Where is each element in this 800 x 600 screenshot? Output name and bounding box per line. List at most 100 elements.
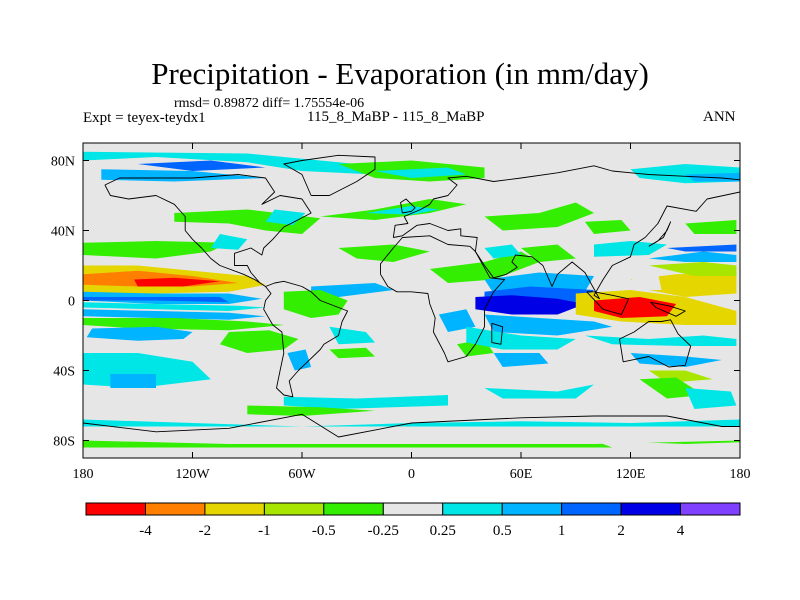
- x-tick-label: 180: [73, 467, 94, 482]
- page-title: Precipitation - Evaporation (in mm/day): [151, 56, 649, 91]
- y-tick-label: 0: [68, 295, 75, 310]
- runs-label: 115_8_MaBP - 115_8_MaBP: [307, 109, 485, 125]
- colorbar-swatch: [145, 502, 206, 516]
- contour-region-35: [484, 244, 521, 259]
- coastline-12: [650, 301, 686, 317]
- contour-region-37: [438, 309, 476, 332]
- colorbar-label: -0.25: [368, 523, 399, 539]
- contour-region-60: [484, 384, 594, 399]
- colorbar-label: -2: [199, 523, 212, 539]
- contour-fields: [83, 151, 740, 448]
- contour-region-5: [83, 297, 229, 303]
- colorbar-swatch: [204, 502, 265, 516]
- contour-region-57: [639, 377, 704, 399]
- colorbar-swatch: [263, 502, 325, 516]
- contour-region-7: [83, 309, 266, 320]
- coastline-3: [283, 154, 376, 196]
- contour-region-51: [667, 244, 737, 252]
- colorbar-label: 0.25: [430, 523, 456, 539]
- contour-region-33: [484, 202, 594, 231]
- x-tick-label: 60W: [288, 467, 316, 482]
- colorbar-label: 0.5: [493, 523, 512, 539]
- x-tick-label: 120E: [616, 467, 646, 482]
- contour-region-43: [466, 326, 576, 350]
- contour-region-59: [283, 395, 448, 409]
- contour-region-41: [475, 295, 585, 315]
- experiment-label: Expt = teyex-teydx1: [83, 110, 206, 126]
- contour-region-14: [83, 241, 229, 259]
- contour-region-54: [584, 335, 737, 346]
- contour-region-34: [521, 244, 576, 262]
- colorbar-label: 1: [558, 523, 566, 539]
- contour-region-63: [83, 440, 740, 448]
- coastline-5: [392, 165, 740, 300]
- contour-region-29: [283, 290, 348, 318]
- colorbar-label: 4: [677, 523, 685, 539]
- contour-region-6: [83, 302, 266, 311]
- x-axis: 180 120W 60W 0 60E 120E 180: [73, 143, 751, 482]
- contour-region-58: [685, 388, 737, 409]
- y-tick-label: 40S: [53, 365, 75, 380]
- coastline-4: [380, 235, 506, 363]
- coastline-7: [83, 413, 740, 438]
- contour-region-15: [210, 234, 248, 250]
- contour-region-61: [247, 405, 375, 416]
- contour-region-50: [648, 251, 737, 262]
- coastline-2: [263, 280, 349, 398]
- season-label: ANN: [703, 109, 736, 125]
- contour-region-52: [594, 241, 667, 257]
- colorbar-swatch: [85, 502, 146, 516]
- contour-region-48: [648, 262, 737, 276]
- contour-region-30: [329, 326, 375, 345]
- contour-region-55: [630, 353, 722, 367]
- colorbar-swatch: [501, 502, 563, 516]
- coastline-9: [586, 291, 630, 315]
- y-axis: 80N 40N 0 40S 80S: [51, 155, 740, 450]
- coastline-group: [83, 154, 740, 438]
- colorbar-swatch: [620, 502, 682, 516]
- contour-region-3: [134, 277, 220, 287]
- contour-region-10: [219, 330, 299, 353]
- coastline-6: [619, 319, 692, 368]
- contour-region-53: [685, 220, 737, 234]
- contour-region-28: [311, 283, 394, 297]
- colorbar-swatch: [680, 502, 741, 516]
- x-tick-label: 0: [408, 467, 415, 482]
- coastline-11: [491, 322, 504, 345]
- colorbar-swatch: [442, 502, 503, 516]
- coastline-8: [400, 198, 416, 214]
- colorbar-label: 2: [617, 523, 625, 539]
- contour-region-39: [484, 272, 594, 294]
- colorbar-swatch: [382, 502, 444, 516]
- colorbar: -4 -2 -1 -0.5 -0.25 0.25 0.5 1 2 4: [85, 502, 741, 539]
- contour-region-27: [338, 244, 430, 262]
- colorbar-label: -1: [258, 523, 271, 539]
- y-tick-label: 80N: [51, 155, 75, 170]
- contour-region-44: [493, 353, 549, 367]
- contour-region-64: [594, 440, 740, 448]
- colorbar-swatch: [561, 502, 622, 516]
- contour-region-11: [287, 349, 312, 371]
- colorbar-swatch: [323, 502, 384, 516]
- x-tick-label: 120W: [175, 467, 210, 482]
- contour-region-49: [630, 272, 662, 290]
- coastline-10: [648, 221, 672, 247]
- y-tick-label: 40N: [51, 225, 75, 240]
- contour-region-8: [83, 318, 284, 331]
- contour-region-20: [137, 160, 266, 171]
- rmsd-diff-stats: rmsd= 0.89872 diff= 1.75554e-06: [174, 96, 365, 111]
- contour-region-18: [83, 151, 375, 175]
- contour-region-42: [484, 314, 613, 336]
- colorbar-label: -4: [139, 523, 152, 539]
- colorbar-label: -0.5: [312, 523, 336, 539]
- x-tick-label: 180: [730, 467, 751, 482]
- contour-region-36: [584, 220, 631, 234]
- contour-region-13: [110, 374, 156, 388]
- contour-region-9: [86, 326, 193, 341]
- x-tick-label: 60E: [510, 467, 533, 482]
- contour-region-22: [375, 167, 467, 178]
- contour-region-31: [329, 347, 375, 359]
- y-tick-label: 80S: [53, 435, 75, 450]
- coastline-1: [104, 174, 312, 287]
